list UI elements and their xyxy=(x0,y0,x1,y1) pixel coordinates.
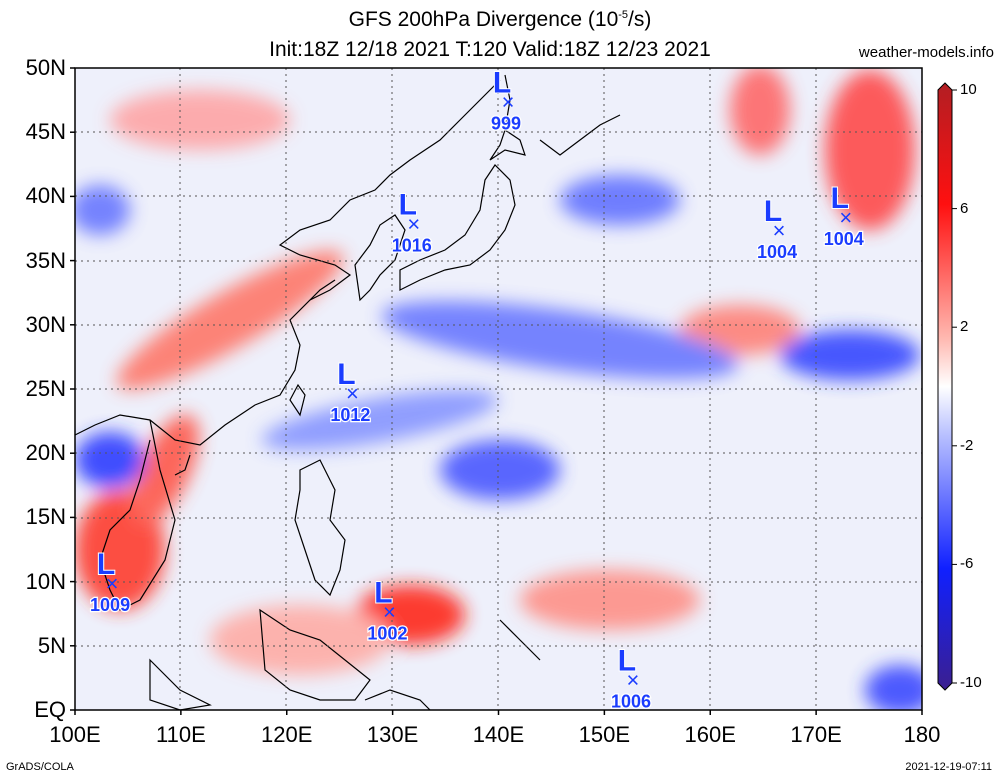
lat-label: 35N xyxy=(25,247,66,273)
lon-label: 100E xyxy=(49,722,101,747)
coastlines xyxy=(75,74,621,710)
lon-label: 110E xyxy=(156,722,206,747)
chart-title-line2: Init:18Z 12/18 2021 T:120 Valid:18Z 12/2… xyxy=(269,38,711,61)
low-marker: L×1016 xyxy=(391,188,434,257)
low-center-marker: × xyxy=(106,571,119,596)
low-symbol: L xyxy=(97,548,115,581)
low-symbol: L xyxy=(493,67,511,100)
colorbar-label: 10 xyxy=(960,81,977,98)
low-pressure-label: 1002 xyxy=(367,623,407,643)
chart-title-line1: GFS 200hPa Divergence (10-5/s) xyxy=(348,8,652,31)
low-center-marker: × xyxy=(383,599,396,624)
lat-label: 20N xyxy=(25,440,66,466)
low-symbol: L xyxy=(337,358,355,391)
lon-label: 140E xyxy=(472,722,525,747)
low-marker: L×1004 xyxy=(822,181,865,250)
footer-grads: GrADS/COLA xyxy=(6,761,74,773)
lat-label: 30N xyxy=(25,311,66,337)
low-center-marker: × xyxy=(407,212,420,237)
low-marker: L×1012 xyxy=(329,357,372,426)
low-center-marker: × xyxy=(502,90,515,115)
lat-label: 45N xyxy=(25,119,66,145)
lat-label: 5N xyxy=(37,632,66,658)
low-symbol: L xyxy=(831,182,849,215)
low-symbol: L xyxy=(374,576,392,609)
lon-label: 120E xyxy=(261,722,313,747)
lon-label: 130E xyxy=(366,722,419,747)
low-center-marker: × xyxy=(839,205,852,230)
low-symbol: L xyxy=(399,189,417,222)
gridlines xyxy=(75,68,922,710)
low-center-marker: × xyxy=(346,381,359,406)
low-marker: L×1002 xyxy=(366,575,409,644)
low-pressure-label: 1009 xyxy=(90,595,130,615)
low-marker: L×999 xyxy=(490,67,523,135)
lon-label: 180 xyxy=(903,722,941,747)
lat-label: 50N xyxy=(25,55,66,80)
lon-label: 160E xyxy=(684,722,736,747)
low-pressure-label: 1004 xyxy=(757,242,797,262)
lon-label: 170E xyxy=(790,722,842,747)
colorbar-label: 6 xyxy=(960,199,969,217)
low-symbol: L xyxy=(764,195,782,228)
low-marker: L×1004 xyxy=(756,194,799,263)
lat-label: 15N xyxy=(25,504,66,530)
lon-label: 150E xyxy=(578,722,631,747)
lat-label: EQ xyxy=(34,697,66,722)
footer-timestamp: 2021-12-19-07:11 xyxy=(905,761,992,773)
site-credit: weather-models.info xyxy=(858,44,994,61)
low-center-marker: × xyxy=(773,218,786,243)
low-symbol: L xyxy=(618,644,636,677)
colorbar-scale xyxy=(937,82,953,691)
low-marker: L×1006 xyxy=(610,643,653,711)
low-pressure-label: 1004 xyxy=(824,229,864,249)
colorbar-label: -2 xyxy=(960,436,974,454)
colorbar xyxy=(937,82,957,691)
low-center-marker: × xyxy=(627,667,640,692)
lat-label: 40N xyxy=(25,183,66,209)
colorbar-label: 2 xyxy=(960,318,969,336)
low-pressure-label: 1012 xyxy=(330,405,370,425)
lat-label: 25N xyxy=(25,376,66,401)
low-pressure-label: 999 xyxy=(491,114,521,134)
colorbar-label: -10 xyxy=(960,674,982,691)
low-marker: L×1009 xyxy=(89,547,132,616)
lat-label: 10N xyxy=(25,568,66,594)
low-pressure-label: 1006 xyxy=(611,691,651,711)
colorbar-label: -6 xyxy=(960,555,974,573)
low-pressure-label: 1016 xyxy=(392,236,432,256)
